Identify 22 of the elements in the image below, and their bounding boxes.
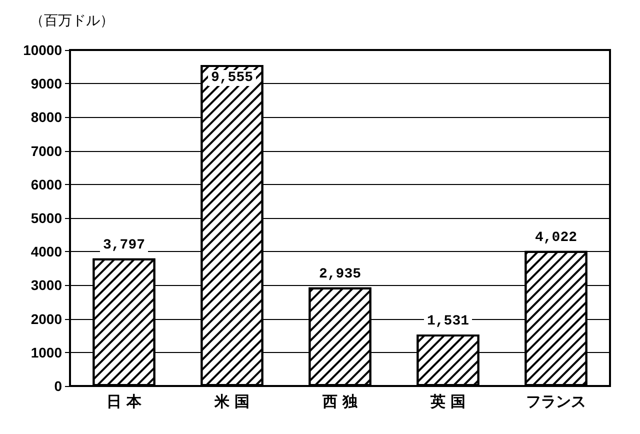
- y-tick-label: 1000: [30, 344, 62, 360]
- y-axis-title: （百万ドル）: [30, 13, 114, 29]
- y-tick-label: 0: [54, 378, 62, 394]
- y-tick-label: 4000: [30, 244, 62, 260]
- data-label: 4,022: [534, 230, 578, 246]
- y-tick-label: 3000: [30, 277, 62, 294]
- x-tick-label: 西 独: [321, 392, 359, 410]
- y-tick-label: 10000: [23, 42, 62, 58]
- y-tick-label: 5000: [30, 210, 62, 226]
- y-tick-label: 2000: [30, 310, 62, 327]
- x-tick-label: フランス: [526, 392, 586, 410]
- data-label: 3,797: [102, 237, 146, 254]
- x-tick-label: 日 本: [106, 392, 143, 410]
- x-tick-label: 英 国: [429, 392, 466, 410]
- y-tick-label: 7000: [30, 142, 62, 159]
- data-label: 9,555: [210, 70, 254, 86]
- y-tick-label: 6000: [30, 176, 62, 192]
- data-label: 1,531: [426, 314, 470, 330]
- x-tick-label: 米 国: [213, 392, 250, 410]
- data-label: 2,935: [318, 266, 362, 282]
- y-tick-label: 9000: [30, 76, 62, 92]
- y-tick-label: 8000: [30, 109, 62, 126]
